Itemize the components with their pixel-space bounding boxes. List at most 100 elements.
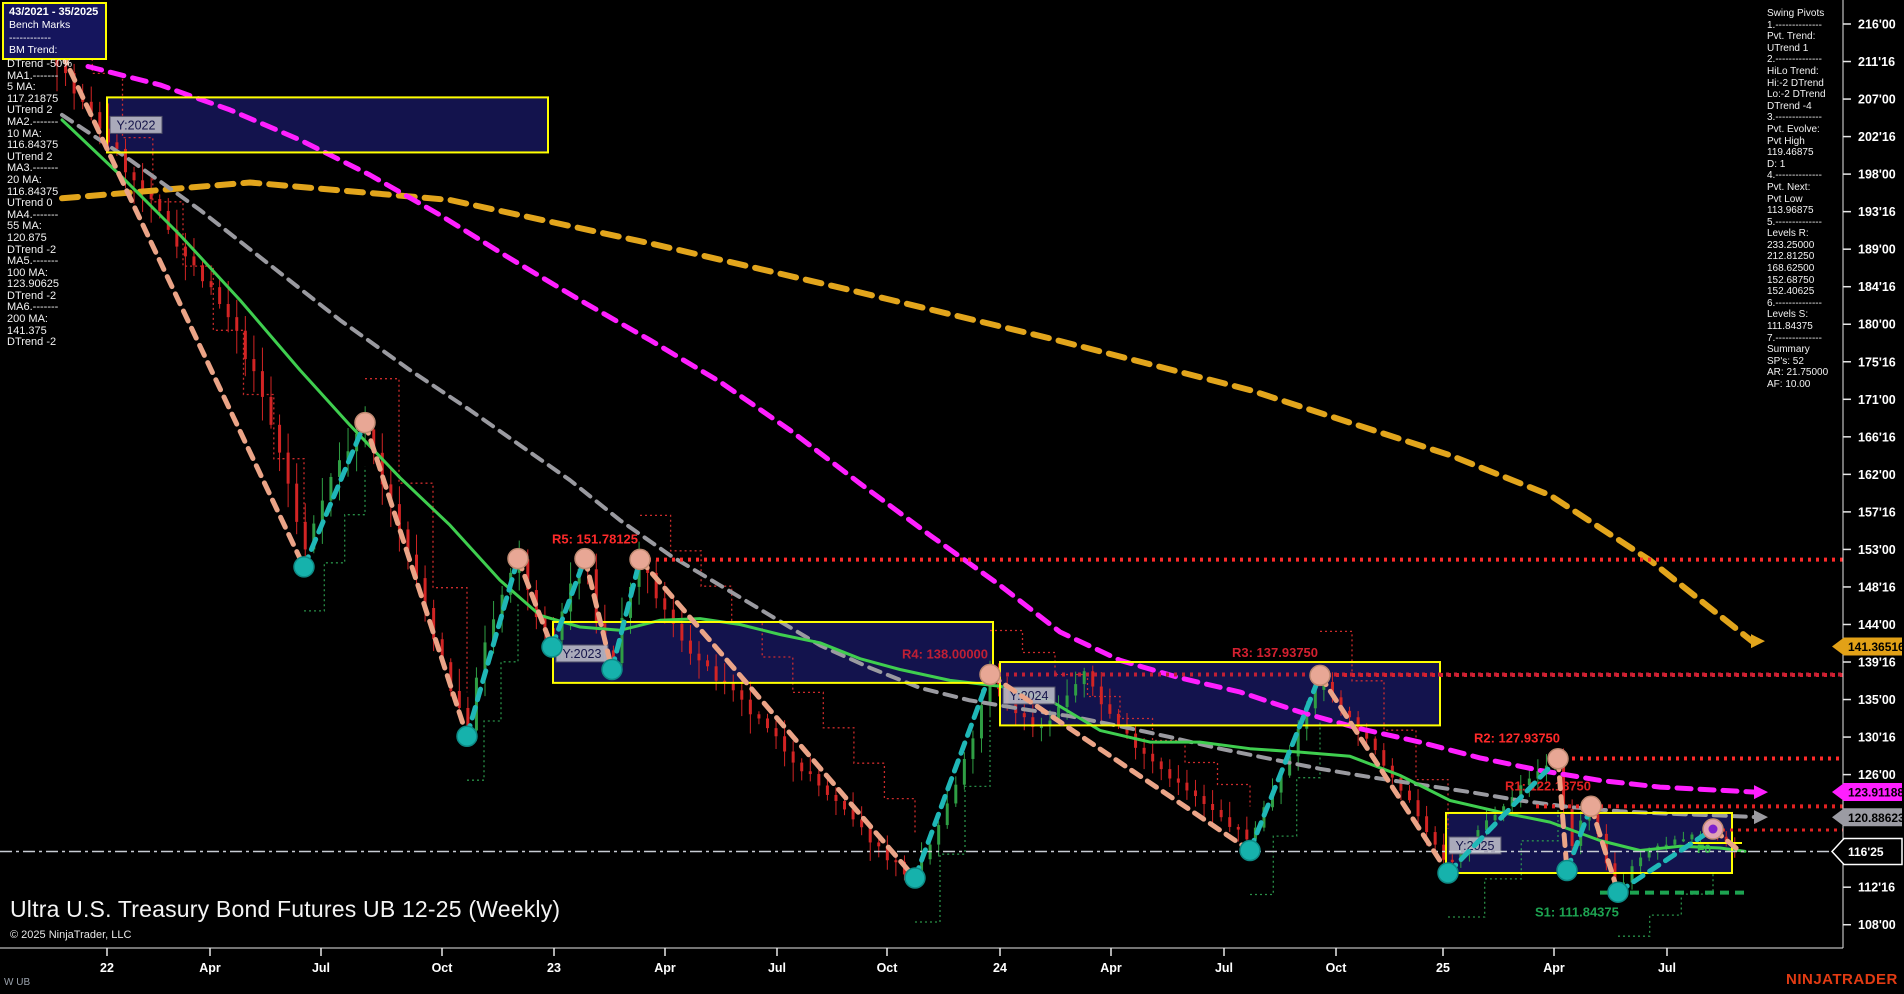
candle-body <box>1596 807 1600 834</box>
benchmarks-line: 123.90625 <box>7 278 59 291</box>
candle-body <box>1211 803 1215 810</box>
benchmarks-line: MA3.------- <box>7 162 59 175</box>
stop-staircase-short <box>990 629 1251 807</box>
candle-body <box>1313 689 1317 709</box>
candle-body <box>1536 771 1540 779</box>
f0-label: F0 <box>1697 842 1711 856</box>
price-marker-tag-label: 116'25 <box>1848 845 1884 859</box>
swing-down-segment <box>1555 756 1570 874</box>
candle-body <box>1168 769 1172 779</box>
swing-pivots-line: Levels S: <box>1767 309 1809 321</box>
candle-body <box>278 424 282 453</box>
swing-pivots-line: AF: 10.00 <box>1767 379 1811 390</box>
price-axis-label: 139'16 <box>1858 656 1896 670</box>
year-tag-bg <box>109 115 163 134</box>
stop-staircase-short <box>365 378 468 693</box>
year-range-box-border <box>106 96 549 154</box>
pivot-high-marker <box>1580 795 1602 818</box>
price-axis-label: 216'00 <box>1858 18 1896 32</box>
candle-body <box>415 554 419 579</box>
swing-pivots-line: 212.81250 <box>1767 251 1815 263</box>
benchmarks-line: UTrend 2 <box>7 150 53 163</box>
benchmarks-line: UTrend 0 <box>7 197 53 210</box>
benchmarks-line: 117.21875 <box>7 92 59 105</box>
candle-body <box>295 483 299 522</box>
benchmarks-header-line: BM Trend: <box>9 44 58 56</box>
swing-up-segment <box>1247 672 1323 853</box>
candle-body <box>449 662 453 691</box>
candle-body <box>483 642 487 678</box>
candle-body <box>731 682 735 691</box>
ma200-line-arrowhead <box>1751 634 1765 649</box>
swing-up-segment <box>464 556 521 739</box>
candle-body <box>834 794 838 802</box>
swing-pivots-line: Summary <box>1767 344 1810 356</box>
time-axis-label: Oct <box>1326 961 1348 975</box>
candle-body <box>748 699 752 715</box>
candle-body <box>1681 839 1685 842</box>
swing-down-segment <box>59 50 307 570</box>
candle-body <box>312 523 316 550</box>
candle-body <box>243 330 247 360</box>
swing-pivots-line: Pvt. Evolve: <box>1767 123 1820 135</box>
candle-body <box>765 718 769 729</box>
instrument-tag: W UB <box>4 977 31 988</box>
candle-body <box>1690 834 1694 840</box>
candle-body <box>894 860 898 863</box>
time-axis-label: Jul <box>768 961 786 975</box>
swing-pivots-line: Hi:-2 DTrend <box>1767 77 1824 89</box>
candle-body <box>337 460 341 477</box>
candle-body <box>457 690 461 708</box>
candle-body <box>988 676 992 706</box>
level-label-R1: R1: 122.18750 <box>1505 778 1591 793</box>
candle-body <box>971 738 975 759</box>
swing-pivots-line: 113.96875 <box>1767 205 1814 217</box>
price-axis-label: 126'00 <box>1858 768 1896 782</box>
swing-down-segment <box>582 556 615 673</box>
candle-body <box>1271 792 1275 808</box>
candle-body <box>1416 800 1420 817</box>
year-tag-label: Y:2024 <box>1010 689 1049 703</box>
candle-body <box>432 607 436 640</box>
price-axis-label: 112'16 <box>1858 881 1895 895</box>
price-marker-tag-label: 123.91188 <box>1848 786 1904 800</box>
time-axis-label: Apr <box>1543 961 1565 975</box>
candle-body <box>1134 733 1138 748</box>
candle-body <box>115 142 119 149</box>
candle-body <box>954 784 958 804</box>
pivot-high-marker <box>629 548 651 571</box>
candle-body <box>825 785 829 795</box>
candle-body <box>1365 732 1369 739</box>
candle-body <box>303 521 307 550</box>
candle-body <box>226 304 230 318</box>
swing-pivots-line: 152.40625 <box>1767 286 1815 298</box>
candle-body <box>1031 717 1035 727</box>
benchmarks-line: MA6.------- <box>7 301 59 314</box>
candle-body <box>98 112 102 129</box>
candle-body <box>1151 753 1155 762</box>
swing-pivots-line: 7.-------------- <box>1767 332 1822 344</box>
candle-body <box>346 451 350 461</box>
swing-pivots-line: D: 1 <box>1767 158 1786 170</box>
candle-body <box>423 578 427 608</box>
candle-body <box>808 771 812 775</box>
swing-pivots-line: 2.-------------- <box>1767 54 1822 66</box>
price-marker-tag-label: 120.88623 <box>1848 811 1904 825</box>
swing-up-segment <box>912 672 993 881</box>
time-axis-label: Oct <box>877 961 899 975</box>
candle-body <box>1116 713 1120 727</box>
pivot-high-marker <box>574 547 596 570</box>
candle-body <box>1510 797 1514 807</box>
candle-body <box>1245 829 1249 840</box>
swing-pivots-line: 4.-------------- <box>1767 170 1822 182</box>
candle-body <box>132 172 136 181</box>
stop-staircase-long <box>304 466 366 612</box>
benchmarks-line: 55 MA: <box>7 220 42 233</box>
candle-body <box>1099 686 1103 705</box>
candle-body <box>569 583 573 612</box>
candle-body <box>1485 820 1489 831</box>
year-range-box-border <box>999 661 1441 727</box>
swing-pivots-line: 5.-------------- <box>1767 216 1822 228</box>
